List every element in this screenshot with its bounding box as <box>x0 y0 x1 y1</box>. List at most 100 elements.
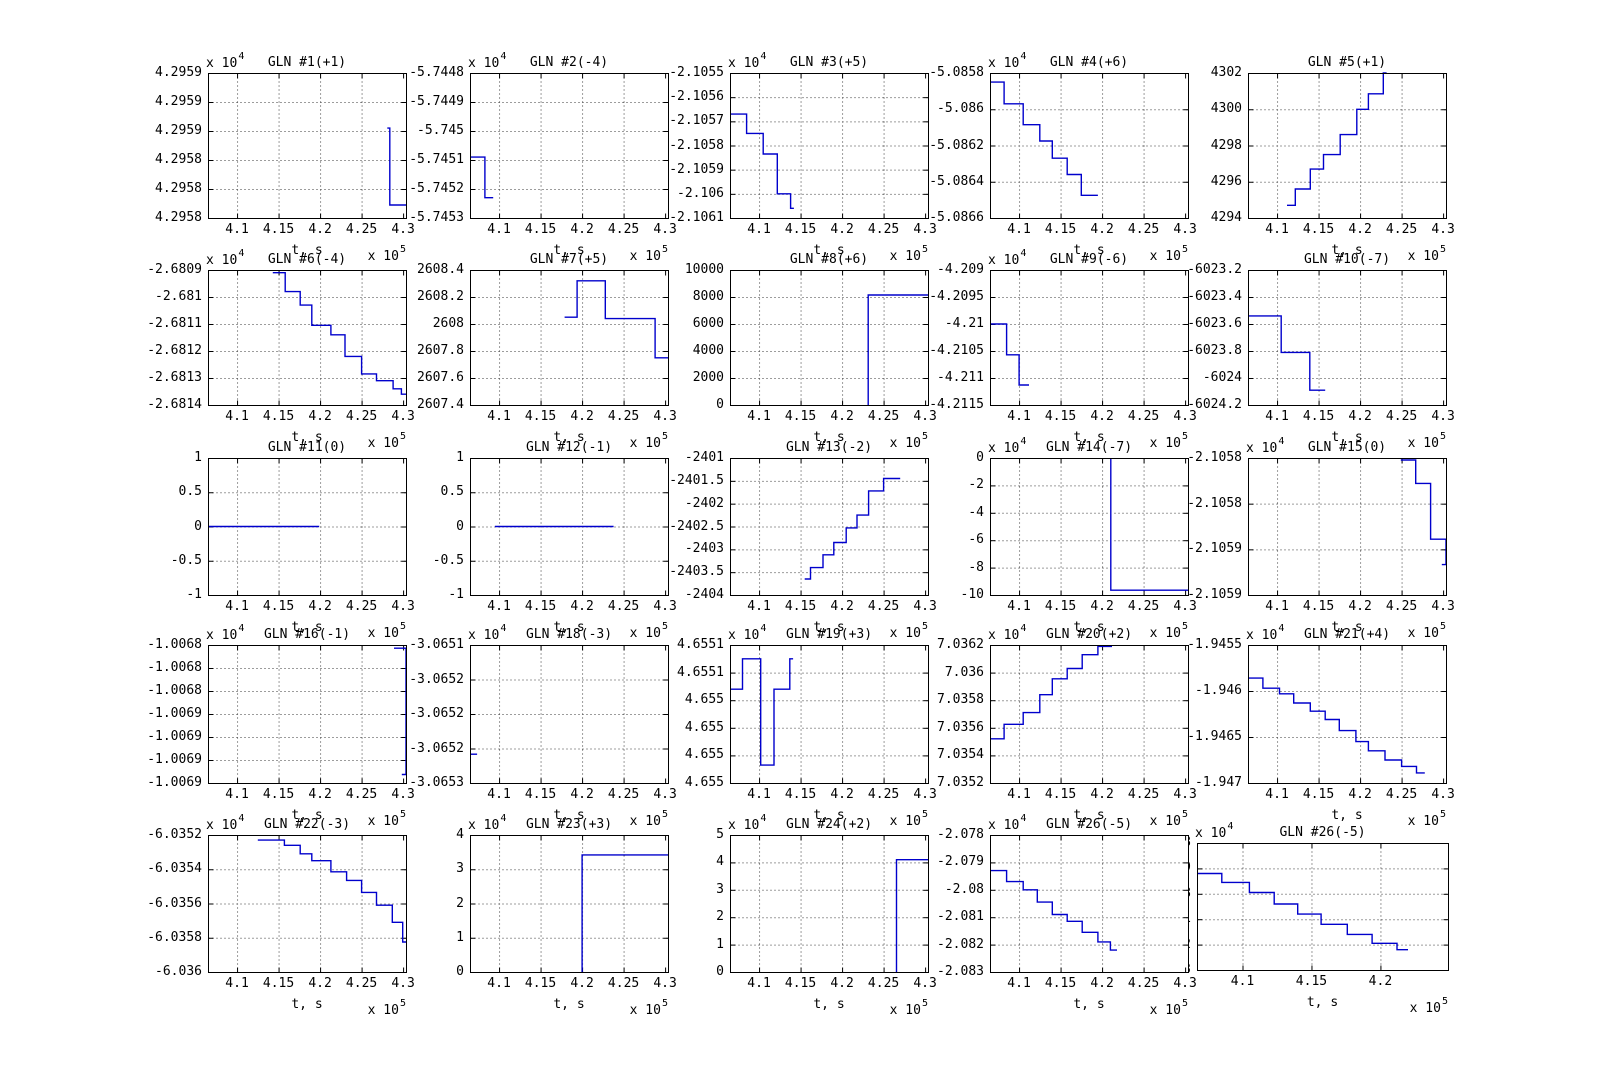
x-tick-label: 4.3 <box>1173 222 1197 237</box>
y-tick-label: -5.7453 <box>409 210 464 225</box>
x-tick-label: 4.25 <box>345 599 378 614</box>
y-tick-label: 5 <box>716 827 724 842</box>
y-tick-label: 0 <box>456 964 464 979</box>
x-tick-label: 4.2 <box>308 787 332 802</box>
x-tick-label: 4.15 <box>1302 222 1335 237</box>
subplot-title: GLN #19(+3) <box>785 627 873 642</box>
x-tick-label: 4.2 <box>830 599 854 614</box>
x-axis-exponent: x 105 <box>629 809 668 829</box>
x-tick-label: 4.15 <box>784 409 817 424</box>
x-tick-label: 4.1 <box>225 222 249 237</box>
y-tick-label: -2404 <box>684 587 724 602</box>
x-tick-label: 4.2 <box>308 599 332 614</box>
y-tick-label: -3.0653 <box>409 775 464 790</box>
plot-area-gln-16 <box>208 645 407 784</box>
y-axis-exponent: x 104 <box>988 51 1027 71</box>
x-tick-label: 4.3 <box>1431 222 1455 237</box>
x-tick-label: 4.3 <box>653 409 677 424</box>
x-axis-label: t, s <box>813 997 845 1012</box>
y-axis-exponent: x 104 <box>988 623 1027 643</box>
x-tick-label: 4.3 <box>1173 599 1197 614</box>
y-tick-label: 0.5 <box>440 484 464 500</box>
subplot-title: GLN #5(+1) <box>1307 55 1387 70</box>
x-axis-label: t, s <box>553 243 585 258</box>
plot-area-gln-05 <box>1248 72 1447 219</box>
series-line-gln-08 <box>867 294 928 405</box>
x-tick-label: 4.1 <box>487 787 511 802</box>
x-tick-label: 4.2 <box>830 976 854 991</box>
subplot-title: GLN #3(+5) <box>789 55 869 70</box>
x-tick-label: 4.1 <box>747 599 771 614</box>
y-axis-exponent: x 104 <box>728 623 767 643</box>
y-tick-label: 7.0358 <box>937 692 984 708</box>
y-tick-label: -2.1059 <box>1187 587 1242 602</box>
x-tick-label: 4.1 <box>225 599 249 614</box>
y-tick-label: 4294 <box>1210 210 1242 225</box>
y-axis-exponent: x 104 <box>468 623 507 643</box>
y-tick-label: -1.947 <box>1195 775 1242 790</box>
y-tick-label: 0 <box>716 397 724 412</box>
series-line-gln-20 <box>990 645 1112 740</box>
x-tick-label: 4.1 <box>747 222 771 237</box>
y-tick-label: -2.1059 <box>669 161 724 177</box>
y-tick-label: -2 <box>968 477 984 493</box>
plot-area-gln-15 <box>1248 458 1447 596</box>
subplot-title: GLN #15(0) <box>1307 440 1387 455</box>
x-tick-label: 4.15 <box>1044 599 1077 614</box>
x-axis-label: t, s <box>291 620 323 635</box>
y-axis-exponent: x 104 <box>1195 821 1234 841</box>
x-tick-label: 4.15 <box>1302 409 1335 424</box>
x-axis-label: t, s <box>1073 620 1105 635</box>
plot-area-gln-07 <box>470 270 669 406</box>
y-tick-label: -4.2105 <box>929 343 984 358</box>
y-tick-label: -2402.5 <box>669 518 724 534</box>
y-tick-label: -5.7452 <box>409 181 464 196</box>
y-tick-label: -5.086 <box>937 101 984 117</box>
y-tick-label: 2000 <box>692 370 724 385</box>
plot-area-gln-26a <box>990 835 1189 973</box>
y-tick-label: 0 <box>456 518 464 534</box>
x-tick-label: 4.3 <box>391 409 415 424</box>
y-tick-label: -0.5 <box>170 552 202 568</box>
x-axis-exponent: x 105 <box>629 621 668 641</box>
plot-area-gln-06 <box>208 270 407 406</box>
y-tick-label: -1.0068 <box>147 683 202 698</box>
subplot-title: GLN #23(+3) <box>525 817 613 832</box>
x-tick-label: 4.1 <box>747 976 771 991</box>
y-tick-label: -2.1058 <box>1187 450 1242 465</box>
y-tick-label: -6.0354 <box>147 861 202 877</box>
y-tick-label: -3.0652 <box>409 740 464 756</box>
series-line-gln-21 <box>1248 677 1425 774</box>
plot-area-gln-10 <box>1248 270 1447 406</box>
x-tick-label: 4.2 <box>570 599 594 614</box>
x-tick-label: 4.25 <box>345 787 378 802</box>
y-tick-label: -6.0358 <box>147 929 202 945</box>
plot-area-gln-22 <box>208 835 407 973</box>
y-tick-label: -5.0858 <box>929 65 984 80</box>
x-tick-label: 4.2 <box>1348 222 1372 237</box>
x-tick-label: 4.15 <box>1044 409 1077 424</box>
series-line-gln-04 <box>990 81 1098 197</box>
y-tick-label: -6023.6 <box>1187 316 1242 331</box>
series-line-gln-09 <box>990 323 1029 386</box>
y-tick-label: -2403 <box>684 541 724 557</box>
x-tick-label: 4.15 <box>784 787 817 802</box>
y-tick-label: -3.0652 <box>409 671 464 687</box>
y-tick-label: -5.745 <box>417 123 464 138</box>
x-tick-label: 4.25 <box>607 409 640 424</box>
y-tick-label: 0.5 <box>178 484 202 500</box>
series-line-gln-10 <box>1248 315 1326 391</box>
series-line-gln-06 <box>272 272 406 395</box>
x-axis-exponent: x 105 <box>1407 244 1446 264</box>
y-tick-label: -1.0068 <box>147 660 202 675</box>
series-line-gln-13 <box>804 477 901 580</box>
y-tick-label: 2 <box>716 909 724 925</box>
y-axis-exponent: x 104 <box>468 51 507 71</box>
y-tick-label: -5.7449 <box>409 94 464 109</box>
x-tick-label: 4.1 <box>487 599 511 614</box>
x-tick-label: 4.3 <box>1173 787 1197 802</box>
x-axis-label: t, s <box>813 430 845 445</box>
x-tick-label: 4.1 <box>487 222 511 237</box>
y-tick-label: -1.9465 <box>1187 729 1242 744</box>
x-axis-exponent: x 105 <box>889 431 928 451</box>
